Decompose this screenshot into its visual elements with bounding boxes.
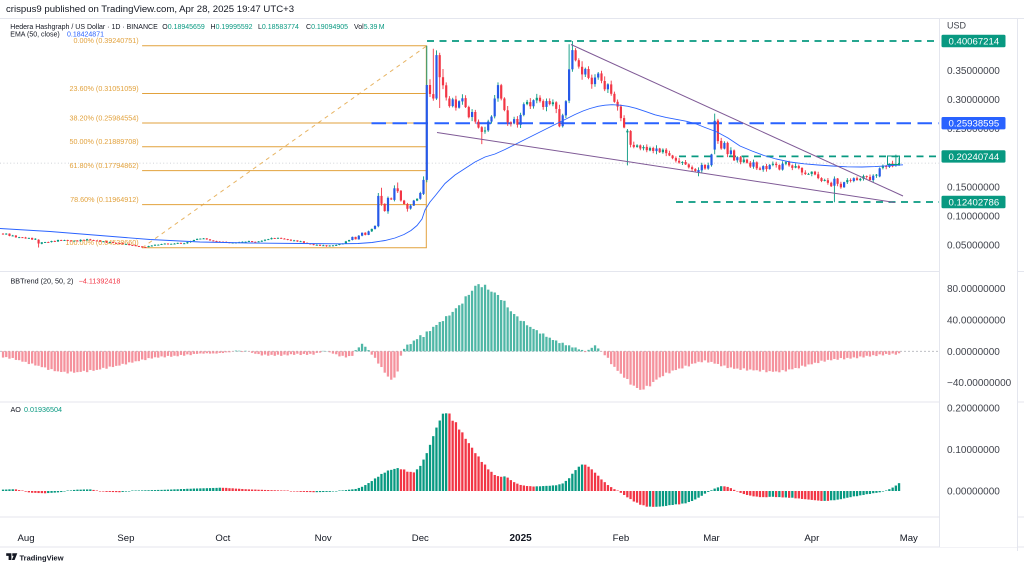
svg-text:0.25938595: 0.25938595	[949, 119, 1000, 130]
svg-text:0.30000000: 0.30000000	[947, 95, 1000, 106]
svg-text:AO0.01936504: AO0.01936504	[11, 405, 62, 414]
svg-text:2025: 2025	[509, 533, 532, 544]
svg-text:38.20% (0.25984554): 38.20% (0.25984554)	[70, 113, 139, 122]
svg-text:Nov: Nov	[315, 533, 332, 544]
svg-text:78.60% (0.11964912): 78.60% (0.11964912)	[70, 195, 139, 204]
svg-text:0.12402786: 0.12402786	[949, 198, 1000, 209]
svg-text:Sep: Sep	[117, 533, 134, 544]
svg-text:0.10000000: 0.10000000	[947, 445, 1000, 456]
svg-text:Aug: Aug	[17, 533, 34, 544]
svg-text:0.20240744: 0.20240744	[949, 152, 1000, 163]
svg-text:−40.00000000: −40.00000000	[947, 378, 1012, 389]
svg-text:40.00000000: 40.00000000	[947, 315, 1006, 326]
svg-text:May: May	[900, 533, 918, 544]
svg-text:0.15000000: 0.15000000	[947, 182, 1000, 193]
svg-text:0.00000000: 0.00000000	[947, 347, 1000, 358]
svg-text:0.35000000: 0.35000000	[947, 66, 1000, 77]
svg-text:0.10000000: 0.10000000	[947, 212, 1000, 223]
svg-text:TradingView: TradingView	[20, 554, 64, 563]
svg-text:EMA (50, close) 0.18424871: EMA (50, close) 0.18424871	[10, 31, 104, 38]
svg-text:0.20000000: 0.20000000	[947, 404, 1000, 415]
svg-text:Dec: Dec	[412, 533, 429, 544]
svg-text:0.00000000: 0.00000000	[947, 487, 1000, 498]
svg-text:23.60% (0.31051059): 23.60% (0.31051059)	[70, 84, 139, 93]
svg-text:USD: USD	[947, 21, 967, 31]
svg-text:Mar: Mar	[703, 533, 720, 544]
svg-text:80.00000000: 80.00000000	[947, 284, 1006, 295]
svg-text:BBTrend (20, 50, 2)−4.11392418: BBTrend (20, 50, 2)−4.11392418	[11, 277, 121, 286]
svg-text:50.00% (0.21889708): 50.00% (0.21889708)	[70, 137, 139, 146]
svg-text:0.40067214: 0.40067214	[949, 37, 1000, 48]
svg-text:0.05000000: 0.05000000	[947, 241, 1000, 252]
svg-text:Hedera Hashgraph / US Dollar ·: Hedera Hashgraph / US Dollar · 1D · BINA…	[10, 24, 384, 31]
svg-text:100.00% (0.04538660): 100.00% (0.04538660)	[66, 238, 139, 247]
svg-text:Apr: Apr	[804, 533, 820, 544]
svg-text:Oct: Oct	[215, 533, 230, 544]
svg-text:crispus9 published on TradingV: crispus9 published on TradingView.com, A…	[6, 4, 294, 15]
svg-text:61.80% (0.17794862): 61.80% (0.17794862)	[70, 161, 139, 170]
svg-text:Feb: Feb	[613, 533, 630, 544]
